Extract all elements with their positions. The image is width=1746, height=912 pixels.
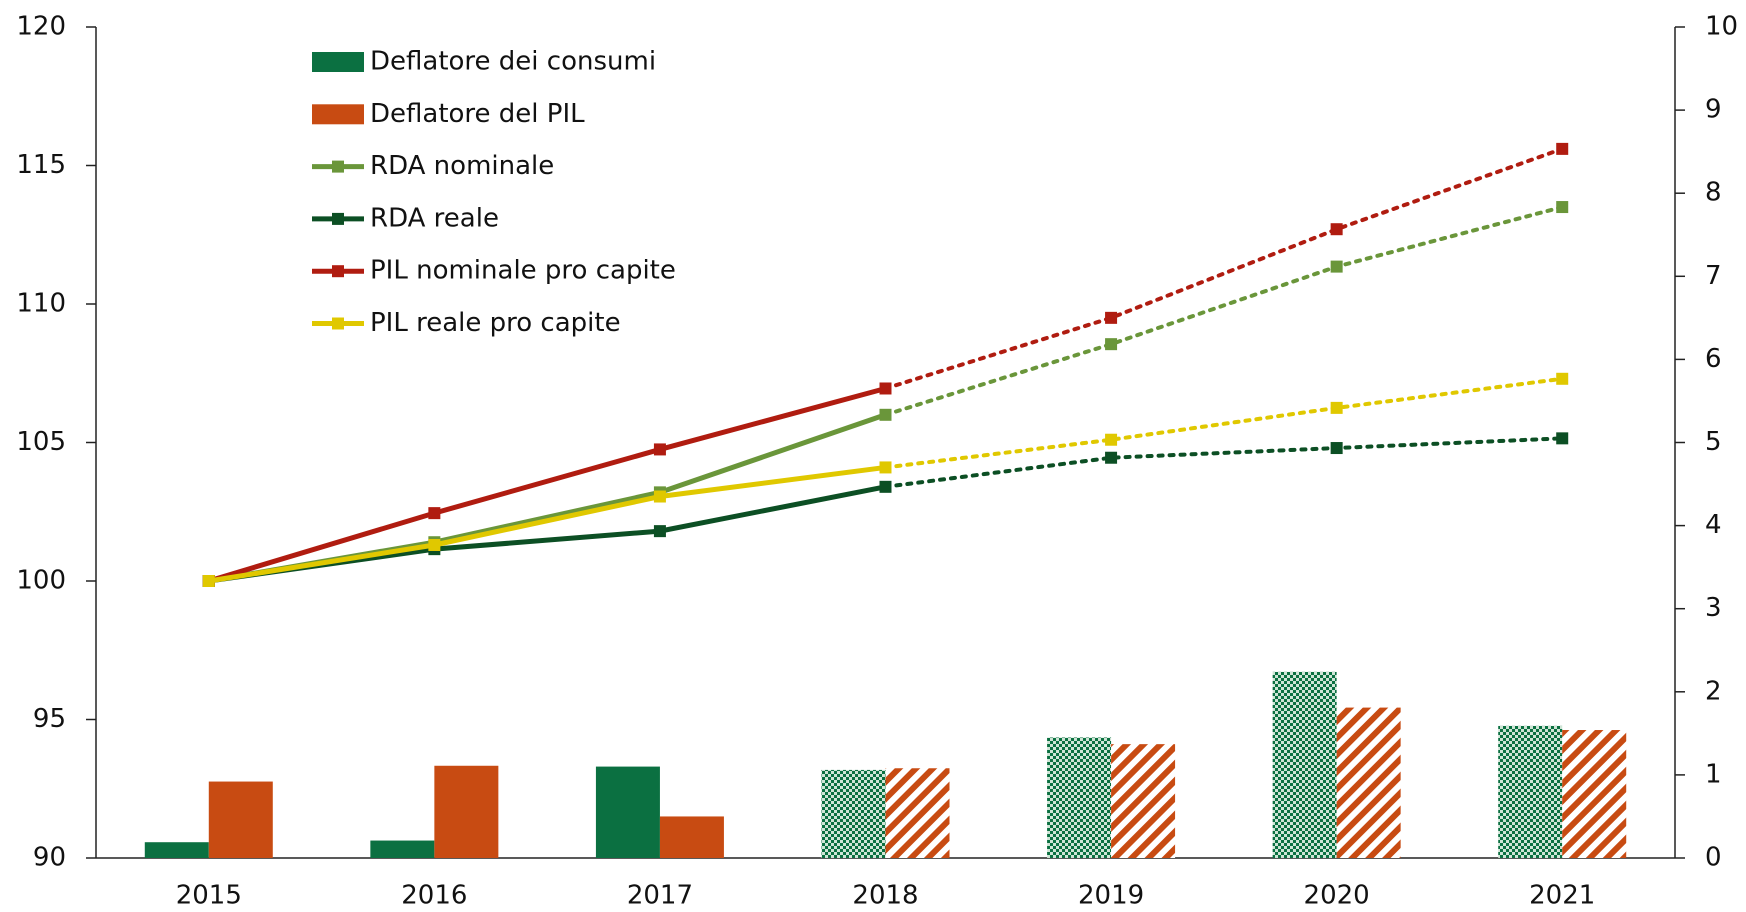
legend-marker	[332, 160, 344, 173]
marker	[1105, 433, 1118, 446]
line	[208, 412, 887, 584]
x-tick-label: 2015	[176, 881, 242, 911]
bar	[659, 816, 724, 858]
marker	[653, 525, 666, 538]
bar	[1272, 671, 1337, 858]
y2-tick-label: 6	[1705, 344, 1722, 374]
y-tick-label: 100	[16, 566, 66, 596]
legend-label: PIL reale pro capite	[370, 308, 621, 338]
legend-marker	[332, 317, 344, 330]
bar	[1336, 707, 1401, 858]
projection-line	[883, 436, 1565, 489]
bar	[208, 781, 273, 858]
legend-label: PIL nominale pro capite	[370, 256, 676, 286]
marker	[1105, 451, 1118, 464]
legend-label: RDA nominale	[370, 151, 554, 181]
x-tick-label: 2019	[1078, 881, 1144, 911]
legend-marker	[332, 212, 344, 225]
marker	[1556, 142, 1569, 155]
marker	[1556, 432, 1569, 445]
marker	[879, 408, 892, 421]
y2-tick-label: 0	[1705, 843, 1722, 873]
marker	[1556, 372, 1569, 385]
marker	[653, 443, 666, 456]
legend-label: Deflatore del PIL	[370, 99, 585, 129]
y2-tick-label: 8	[1705, 178, 1722, 208]
y-tick-label: 115	[16, 150, 66, 180]
marker	[1330, 260, 1343, 273]
marker	[1105, 338, 1118, 351]
marker	[1556, 201, 1569, 214]
y2-tick-label: 2	[1705, 676, 1722, 706]
marker	[1105, 311, 1118, 324]
y2-tick-label: 5	[1705, 427, 1722, 457]
marker	[879, 480, 892, 493]
projection-line	[883, 205, 1565, 417]
marker	[879, 382, 892, 395]
y-tick-label: 120	[16, 12, 66, 42]
y-tick-label: 90	[33, 843, 66, 873]
x-tick-label: 2017	[627, 881, 693, 911]
y2-tick-label: 9	[1705, 95, 1722, 125]
y2-tick-label: 10	[1705, 12, 1738, 42]
marker	[202, 575, 215, 587]
bar	[885, 768, 950, 858]
projection-line	[883, 376, 1565, 470]
x-tick-label: 2016	[401, 881, 467, 911]
x-tick-label: 2018	[852, 881, 918, 911]
line	[208, 386, 887, 584]
projection-line	[883, 146, 1565, 391]
bar	[1498, 725, 1563, 858]
bar	[1111, 744, 1176, 858]
bar	[1047, 737, 1112, 858]
x-tick-label: 2021	[1529, 881, 1595, 911]
legend-label: Deflatore dei consumi	[370, 47, 656, 77]
y-tick-label: 105	[16, 427, 66, 457]
legend-label: RDA reale	[370, 203, 499, 233]
legend-swatch	[312, 52, 364, 72]
marker	[1330, 442, 1343, 455]
marker	[428, 538, 441, 551]
x-tick-label: 2020	[1304, 881, 1370, 911]
y2-tick-label: 4	[1705, 510, 1722, 540]
bar	[821, 769, 886, 858]
marker	[1330, 401, 1343, 414]
marker	[879, 461, 892, 474]
bar	[434, 765, 499, 858]
legend-swatch	[312, 104, 364, 125]
y2-tick-label: 1	[1705, 759, 1722, 789]
line	[208, 464, 886, 584]
marker	[428, 507, 441, 520]
legend-marker	[332, 265, 344, 278]
bar	[1562, 730, 1627, 858]
y2-tick-label: 7	[1705, 261, 1722, 291]
bar	[595, 766, 660, 858]
y2-tick-label: 3	[1705, 593, 1722, 623]
y-tick-label: 95	[33, 704, 66, 734]
bar	[370, 840, 435, 858]
marker	[653, 490, 666, 503]
y-tick-label: 110	[16, 289, 66, 319]
marker	[1330, 223, 1343, 236]
bar	[144, 842, 209, 858]
